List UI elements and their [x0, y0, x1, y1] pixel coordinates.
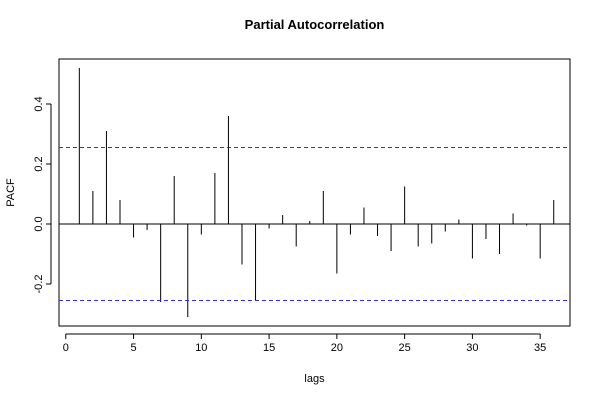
x-axis-label: lags	[304, 373, 325, 385]
y-tick-label: 0.2	[33, 156, 45, 171]
x-tick-label: 20	[331, 342, 343, 354]
x-tick-label: 10	[195, 342, 207, 354]
x-tick-label: 0	[63, 342, 69, 354]
x-tick-label: 5	[130, 342, 136, 354]
y-tick-label: 0.4	[33, 96, 45, 111]
pacf-bars	[78, 68, 555, 317]
y-tick-label: 0.0	[33, 216, 45, 231]
x-axis: 0 5 10 15 20 25 30 35	[63, 333, 546, 354]
x-tick-label: 25	[399, 342, 411, 354]
y-axis: -0.2 0.0 0.2 0.4	[33, 96, 52, 294]
x-tick-label: 30	[466, 342, 478, 354]
x-tick-label: 15	[263, 342, 275, 354]
plot-border	[58, 58, 571, 327]
y-tick-label: -0.2	[33, 275, 45, 294]
x-tick-label: 35	[534, 342, 546, 354]
chart-title: Partial Autocorrelation	[245, 17, 385, 32]
plot-frame	[58, 58, 571, 327]
confidence-bands	[59, 147, 570, 301]
y-axis-label: PACF	[5, 178, 17, 207]
